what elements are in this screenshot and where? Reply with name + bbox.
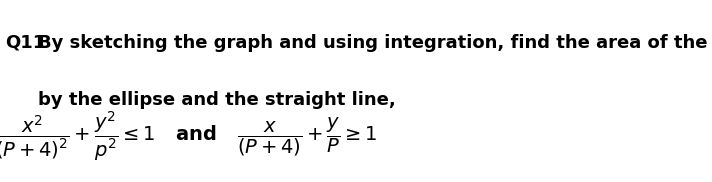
Text: $\dfrac{x^2}{(P+4)^2} + \dfrac{y^2}{p^2} \leq 1$   and   $\dfrac{x}{(P+4)} + \df: $\dfrac{x^2}{(P+4)^2} + \dfrac{y^2}{p^2}… xyxy=(0,109,378,163)
Text: by the ellipse and the straight line,: by the ellipse and the straight line, xyxy=(38,91,396,109)
Text: Q11: Q11 xyxy=(5,34,46,52)
Text: By sketching the graph and using integration, find the area of the region bounde: By sketching the graph and using integra… xyxy=(38,34,712,52)
